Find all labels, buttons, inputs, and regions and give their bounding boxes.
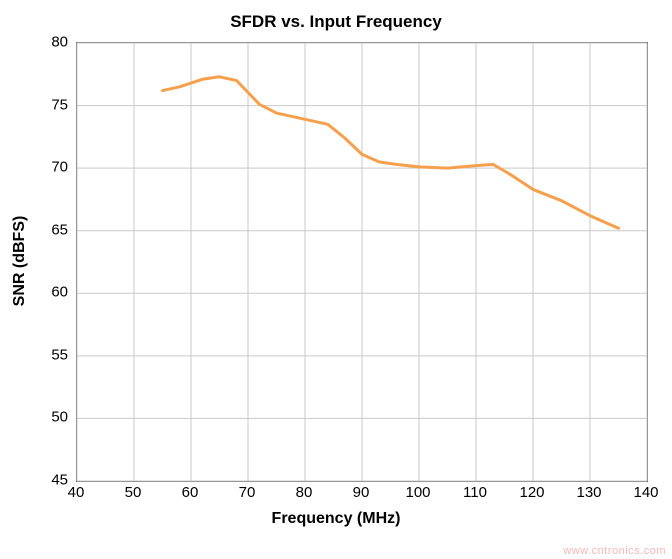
chart-container: SFDR vs. Input Frequency SNR (dBFS) 4550… xyxy=(0,0,672,559)
y-tick-label: 75 xyxy=(0,96,68,113)
x-tick-label: 130 xyxy=(576,484,601,501)
x-tick-label: 100 xyxy=(405,484,430,501)
x-tick-label: 60 xyxy=(182,484,199,501)
x-tick-label: 140 xyxy=(633,484,658,501)
y-tick-label: 60 xyxy=(0,284,68,301)
plot-area xyxy=(76,42,648,482)
watermark-text: www.cntronics.com xyxy=(563,545,666,557)
plot-svg xyxy=(77,43,647,481)
y-tick-label: 55 xyxy=(0,346,68,363)
y-tick-label: 80 xyxy=(0,34,68,51)
y-tick-label: 50 xyxy=(0,409,68,426)
y-tick-label: 45 xyxy=(0,472,68,489)
x-tick-label: 120 xyxy=(519,484,544,501)
x-tick-label: 70 xyxy=(239,484,256,501)
x-axis-label: Frequency (MHz) xyxy=(0,510,672,528)
x-tick-label: 110 xyxy=(463,484,487,501)
x-tick-label: 90 xyxy=(353,484,370,501)
x-tick-label: 50 xyxy=(125,484,142,501)
x-tick-label: 80 xyxy=(296,484,313,501)
y-tick-label: 65 xyxy=(0,221,68,238)
chart-title: SFDR vs. Input Frequency xyxy=(0,12,672,32)
y-tick-label: 70 xyxy=(0,159,68,176)
x-tick-label: 40 xyxy=(68,484,85,501)
